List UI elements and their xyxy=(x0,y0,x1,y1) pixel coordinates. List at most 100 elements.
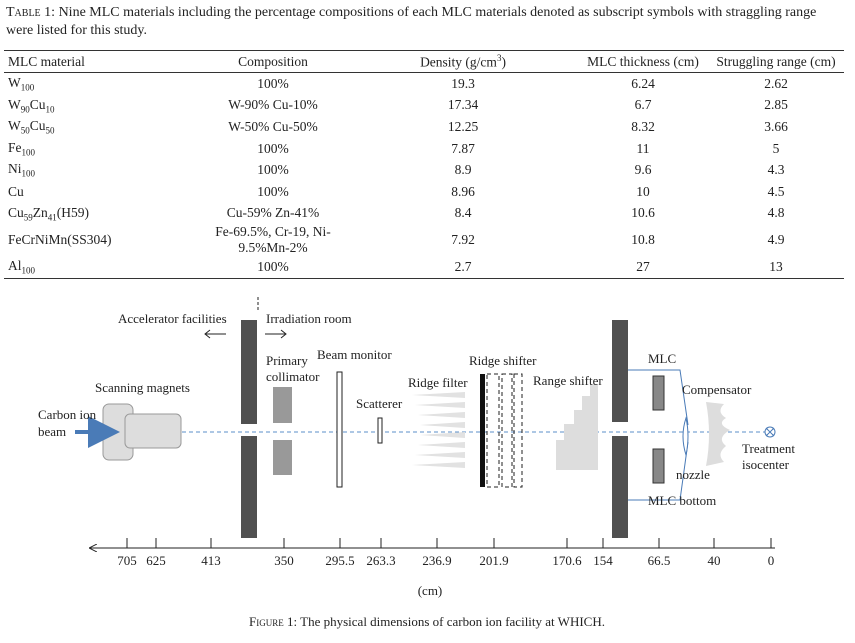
text-part: ) xyxy=(501,54,506,70)
table-cell: 100% xyxy=(257,75,289,91)
text-part: MLC material xyxy=(8,53,85,69)
label: Range shifter xyxy=(533,373,603,388)
table-row: W100 100% 19.3 6.24 2.62 xyxy=(4,73,844,95)
label: Carbon ion xyxy=(38,407,97,422)
text-part: Cu xyxy=(8,204,24,220)
script-text: 100 xyxy=(21,147,36,158)
script-text: 50 xyxy=(20,125,30,136)
text-part: Ni xyxy=(8,161,22,177)
mlc-leaf xyxy=(652,375,665,411)
label: Scanning magnets xyxy=(95,380,190,395)
caption-text: Nine MLC materials including the percent… xyxy=(6,5,817,38)
label: Scatterer xyxy=(356,396,403,411)
label: isocenter xyxy=(742,457,790,472)
wall xyxy=(612,320,628,422)
label: Primary xyxy=(266,353,308,368)
table-cell: 11 xyxy=(636,140,650,156)
arrow-head xyxy=(204,329,211,339)
wall xyxy=(241,436,257,538)
table-cell: 8.4 xyxy=(454,205,472,221)
table-cell: 100% xyxy=(198,256,348,279)
table-cell: W-50% Cu-50% xyxy=(228,118,318,134)
script-text: 100 xyxy=(21,169,36,180)
tick-label: 625 xyxy=(146,553,166,568)
table-cell: W-90% Cu-10% xyxy=(228,97,318,113)
table-caption: Table 1: Nine MLC materials including th… xyxy=(6,4,846,40)
table-row: W90Cu10 W-90% Cu-10% 17.34 6.7 2.85 xyxy=(4,95,844,117)
label: Ridge shifter xyxy=(469,353,537,368)
table-row: Fe100 100% 7.87 11 5 xyxy=(4,138,844,160)
script-text: 100 xyxy=(21,265,36,276)
table-cell: W100 xyxy=(4,73,198,95)
table-cell: 100% xyxy=(257,183,289,199)
column-header: MLC material xyxy=(4,50,198,73)
table-cell: 2.7 xyxy=(348,256,578,279)
table-cell: 12.25 xyxy=(447,118,479,134)
wall xyxy=(612,436,628,538)
tick-label: 295.5 xyxy=(325,553,354,568)
text-part: (H59) xyxy=(56,204,90,220)
text-part: W xyxy=(8,118,21,134)
isocenter xyxy=(765,427,775,437)
tick-label: 263.3 xyxy=(366,553,395,568)
table-row: Cu 100% 8.96 10 4.5 xyxy=(4,181,844,203)
table-cell: Cu xyxy=(4,181,198,203)
script-text: 90 xyxy=(20,104,30,115)
tick-label: 350 xyxy=(274,553,294,568)
table-cell: Fe-69.5%, Cr-19, Ni-9.5%Mn-2% xyxy=(215,224,331,256)
tick-label: 66.5 xyxy=(648,553,671,568)
text-part: Struggling range (cm) xyxy=(716,53,836,69)
table-cell: 100% xyxy=(257,140,289,156)
table-cell: 9.6 xyxy=(634,162,652,178)
label: collimator xyxy=(266,369,320,384)
label: Irradiation room xyxy=(266,311,352,326)
table-cell: 5 xyxy=(772,140,780,156)
script-text: 10 xyxy=(45,104,55,115)
table-cell: Cu-59% Zn-41% xyxy=(226,205,320,221)
beam-monitor xyxy=(336,371,343,488)
range-shifter xyxy=(556,384,598,470)
table-cell: 100% xyxy=(257,162,289,178)
figure-caption: Figure 1: The physical dimensions of car… xyxy=(249,614,605,629)
table-cell: 4.8 xyxy=(767,205,785,221)
ridge-shifter xyxy=(501,373,513,488)
table-cell: Fe100 xyxy=(4,138,198,160)
label: Ridge filter xyxy=(408,375,468,390)
header-row: MLC material Composition Density (g/cm3) ML… xyxy=(4,50,844,73)
axis-unit: (cm) xyxy=(418,583,443,598)
label: Beam monitor xyxy=(317,347,392,362)
table-cell: 4.5 xyxy=(767,183,785,199)
scatterer xyxy=(377,417,383,444)
table-cell: 27 xyxy=(578,256,708,279)
text-part: Fe xyxy=(8,139,22,155)
table-row: FeCrNiMn(SS304) Fe-69.5%, Cr-19, Ni-9.5%M… xyxy=(4,224,844,256)
tick-label: 413 xyxy=(201,553,221,568)
ridge-filter xyxy=(412,392,465,468)
script-text: 59 xyxy=(23,212,33,223)
caption-label: Figure 1: xyxy=(249,614,297,629)
table-cell: 2.62 xyxy=(764,75,788,91)
table-cell: 10 xyxy=(636,183,650,199)
table-cell: 2.85 xyxy=(764,97,788,113)
tick-label: 0 xyxy=(768,553,775,568)
table-cell: 6.7 xyxy=(634,97,652,113)
table-cell: 7.87 xyxy=(451,140,475,156)
table-row: Ni100 100% 8.9 9.6 4.3 xyxy=(4,159,844,181)
tick-label: 705 xyxy=(117,553,137,568)
label: Compensator xyxy=(682,382,752,397)
table-cell: 10.8 xyxy=(631,232,655,248)
table-body: W100 100% 19.3 6.24 2.62 W90Cu10 W-90% Cu-10% 1… xyxy=(4,73,844,279)
table-cell: 8.32 xyxy=(631,118,655,134)
table-cell: W50Cu50 xyxy=(4,116,198,138)
table-cell: 10.6 xyxy=(631,205,655,221)
table-cell: 3.66 xyxy=(764,118,788,134)
label: MLC bottom xyxy=(648,493,716,508)
tick-label: 154 xyxy=(593,553,613,568)
label: Accelerator facilities xyxy=(118,311,227,326)
column-header: Density (g/cm3) xyxy=(348,50,578,73)
lens xyxy=(682,416,689,457)
label: MLC xyxy=(648,351,676,366)
text-part: W xyxy=(8,96,21,112)
table-cell: Al100 xyxy=(4,256,198,279)
